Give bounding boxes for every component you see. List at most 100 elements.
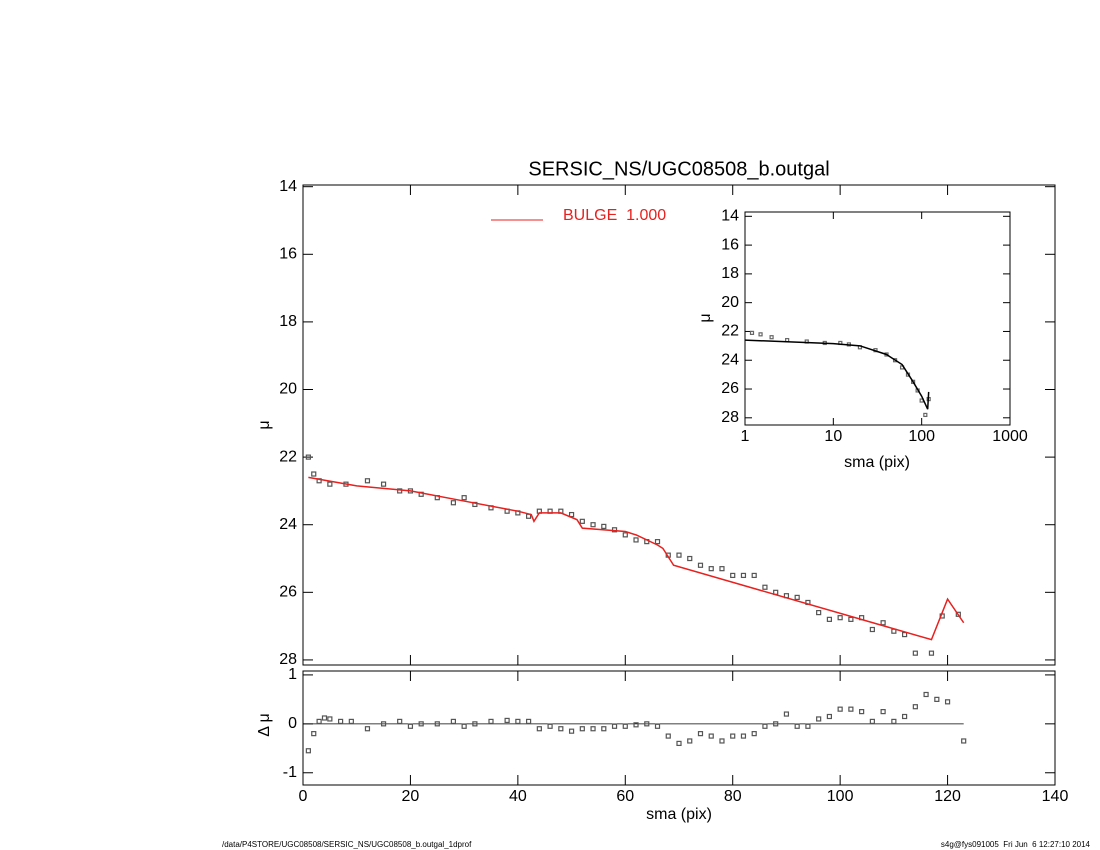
data-point [955,611,961,617]
y-tick-label: 22 [279,448,297,465]
data-point [547,723,553,729]
x-tick-label: 60 [616,788,634,805]
data-point [434,721,440,727]
data-point [622,723,628,729]
data-point [687,555,693,562]
chart-title: SERSIC_NS/UGC08508_b.outgal [528,158,829,180]
x-axis-label: sma (pix) [844,454,910,471]
x-tick-label: 100 [908,428,935,445]
data-point [327,716,333,722]
model-line [308,476,965,641]
legend-label: BULGE 1.000 [563,207,666,224]
plot-frame [302,184,1056,666]
data-point [730,733,736,739]
data-point [891,718,897,724]
data-point [751,572,757,579]
data-point [461,723,467,729]
data-point [579,726,585,732]
y-tick-label: 0 [288,715,297,732]
y-tick-label: 26 [721,380,739,397]
data-point [751,731,757,737]
data-point [305,748,311,754]
data-point [719,566,725,572]
data-point [837,706,843,712]
y-tick-label: 20 [721,294,739,311]
data-point [912,650,918,656]
data-point [912,704,918,710]
data-point [348,718,354,724]
y-axis-label: Δ μ [256,713,273,736]
x-tick-label: 0 [299,788,308,805]
data-point [783,711,790,717]
data-point [880,709,886,715]
data-point [568,728,575,734]
data-point [934,696,940,702]
y-tick-label: 16 [721,236,739,253]
data-point [697,731,704,737]
data-point [558,726,564,732]
data-point [311,731,317,737]
data-point [461,495,467,501]
y-tick-label: 24 [279,516,297,533]
data-point [928,650,935,656]
y-tick-label: 22 [721,323,739,340]
x-tick-label: 10 [824,428,842,445]
x-axis-label: sma (pix) [646,806,712,823]
data-point [794,594,800,600]
data-point [880,620,886,626]
data-point [590,522,596,528]
data-point [749,330,755,335]
data-point [837,615,843,621]
y-tick-label: 1 [288,666,297,683]
data-point [848,706,854,712]
data-point [901,713,908,720]
data-point [869,626,875,633]
data-point [816,716,822,722]
x-tick-label: 1 [741,428,750,445]
model-line [744,339,930,410]
y-axis-label: μ [256,420,273,429]
y-tick-label: 20 [279,381,297,398]
data-point [773,721,779,727]
data-point [316,718,322,724]
data-point [758,332,763,337]
data-point [923,691,929,698]
data-point [515,718,521,724]
data-point [601,726,607,732]
data-point [644,721,650,727]
data-point [407,723,414,729]
data-point [859,709,865,715]
data-point [504,717,510,724]
y-tick-label: 26 [279,584,297,601]
data-point [869,718,875,724]
data-point [536,726,542,732]
data-point [794,723,800,729]
data-point [740,733,747,739]
data-point [525,718,532,724]
data-point [633,722,639,728]
data-point [579,518,585,524]
data-point [338,718,344,724]
data-point [472,721,478,727]
data-point [911,379,916,384]
data-point [311,471,317,477]
data-point [364,726,371,732]
y-axis-label: μ [697,313,714,322]
data-point [708,566,714,572]
data-point [654,539,661,545]
data-point [730,572,736,579]
data-point [901,631,908,638]
data-point [321,715,328,721]
data-point [611,723,618,729]
y-tick-label: 18 [721,265,739,282]
data-point [590,726,596,732]
data-point [633,537,639,543]
data-point [397,718,403,724]
data-point [740,572,747,579]
data-point [697,562,704,568]
data-point [568,511,575,518]
data-point [816,610,822,616]
data-point [364,478,371,484]
data-point [450,500,456,506]
